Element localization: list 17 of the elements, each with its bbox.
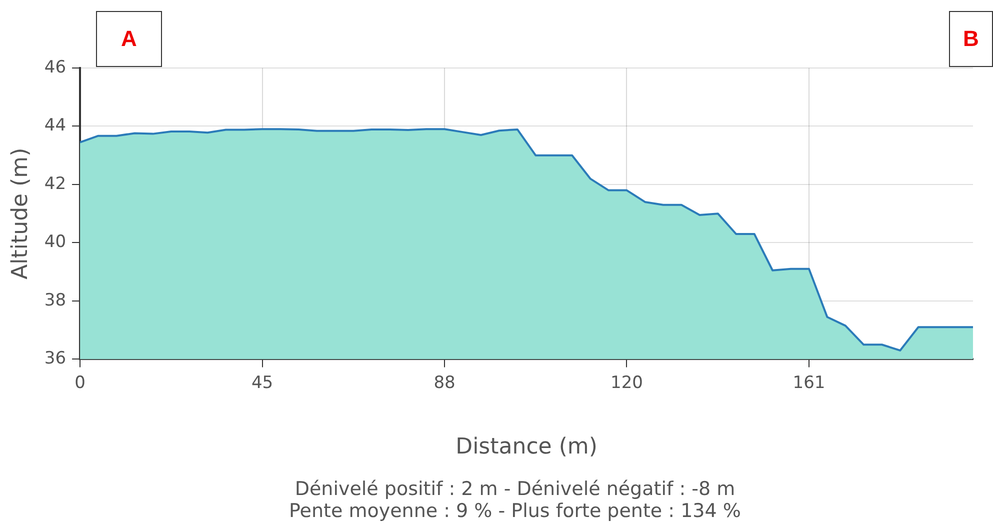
x-tick-label: 45	[251, 372, 274, 393]
y-tick-label: 36	[44, 348, 66, 369]
x-tick-label: 120	[610, 372, 643, 393]
y-axis-title: Altitude (m)	[8, 148, 33, 280]
y-tick-label: 44	[44, 116, 66, 136]
y-tick-label: 38	[44, 290, 66, 310]
text: Dénivelé positif : 2 m - Dénivelé négatif : -8 m	[294, 478, 736, 500]
x-tick-label: 88	[434, 372, 456, 393]
y-tick-label: 42	[44, 174, 66, 194]
text: A	[96, 11, 162, 67]
text: Pente moyenne : 9 % - Plus forte pente : 134 %	[288, 500, 742, 522]
y-tick-label: 46	[44, 57, 66, 78]
text: B	[949, 11, 993, 67]
y-tick-label: 40	[44, 232, 66, 252]
x-tick-label: 161	[792, 372, 826, 393]
x-axis-title: Distance (m)	[456, 434, 598, 460]
x-tick-label: 0	[74, 372, 86, 393]
